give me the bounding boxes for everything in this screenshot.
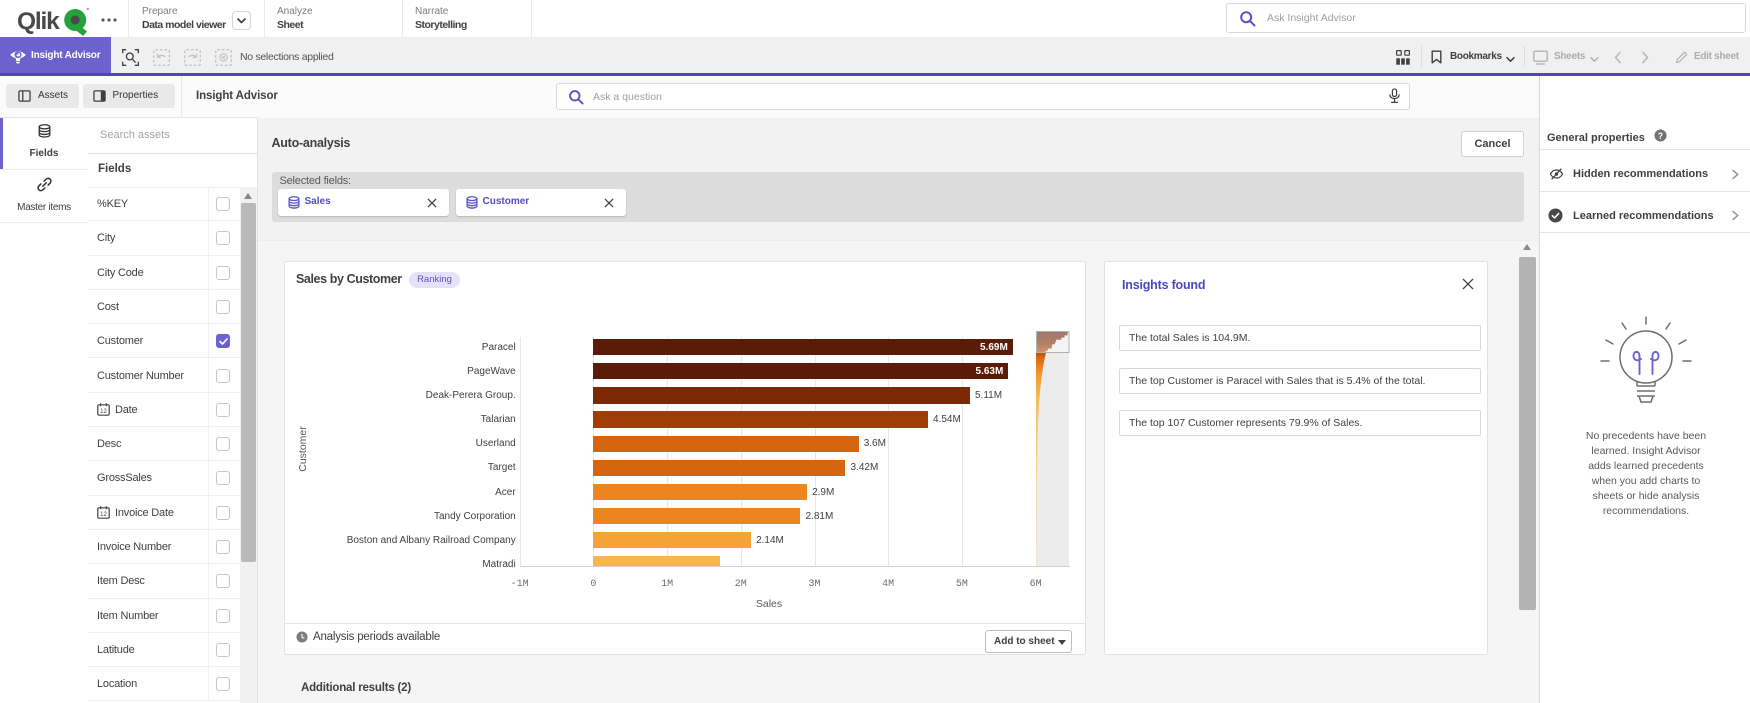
svg-text:12: 12 [100,512,107,518]
svg-text:?: ? [1658,130,1663,140]
svg-text:Qlik: Qlik [17,8,60,35]
svg-text:12: 12 [100,409,107,415]
